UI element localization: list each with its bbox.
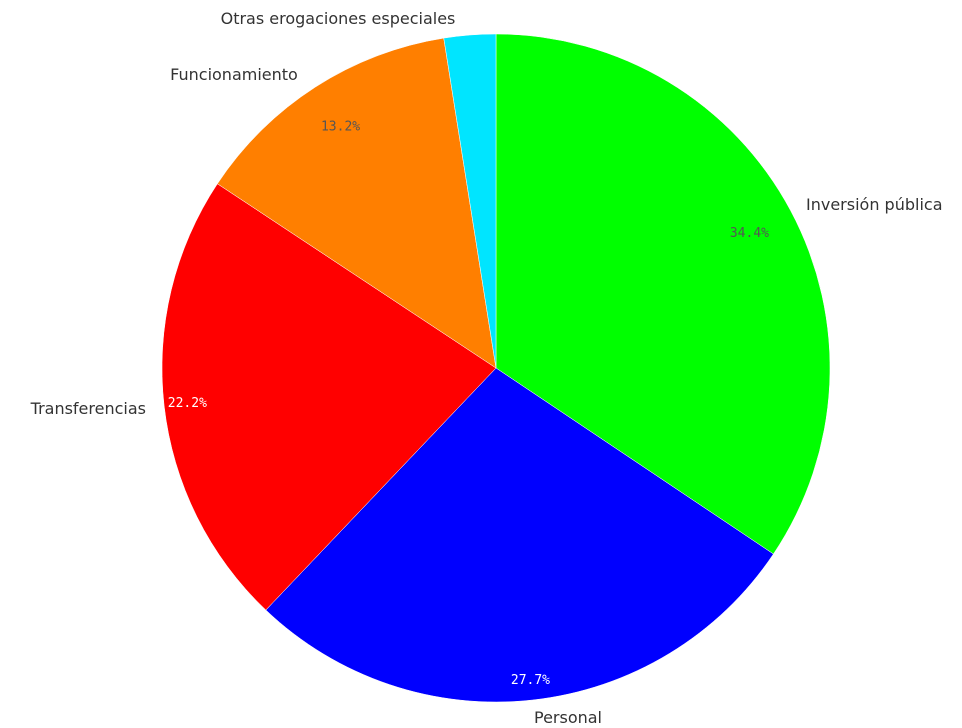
pie-category-label-otras-erogaciones-especiales: Otras erogaciones especiales — [221, 9, 456, 28]
pie-category-label-inversion-publica: Inversión pública — [806, 195, 943, 214]
pie-slice-personal[interactable] — [265, 367, 774, 703]
pie-pct-label-transferencias: 22.2% — [168, 396, 207, 411]
pie-category-label-funcionamiento: Funcionamiento — [170, 65, 298, 84]
pie-category-label-personal: Personal — [534, 708, 602, 727]
pie-pct-label-inversion-publica: 34.4% — [730, 226, 769, 241]
pie-pct-label-personal: 27.7% — [511, 673, 550, 688]
pie-slice-transferencias[interactable] — [161, 183, 497, 611]
pie-pct-label-funcionamiento: 13.2% — [321, 119, 360, 134]
pie-slice-inversion-publica[interactable] — [495, 33, 831, 555]
pie-slices — [161, 33, 831, 703]
pie-slice-funcionamiento[interactable] — [217, 37, 497, 369]
pie-labels: 34.4% Inversión pública 27.7% Personal 22.2%… — [30, 9, 943, 727]
pie-category-label-transferencias: Transferencias — [30, 399, 146, 418]
pie-slice-otras-erogaciones-especiales[interactable] — [443, 33, 497, 369]
